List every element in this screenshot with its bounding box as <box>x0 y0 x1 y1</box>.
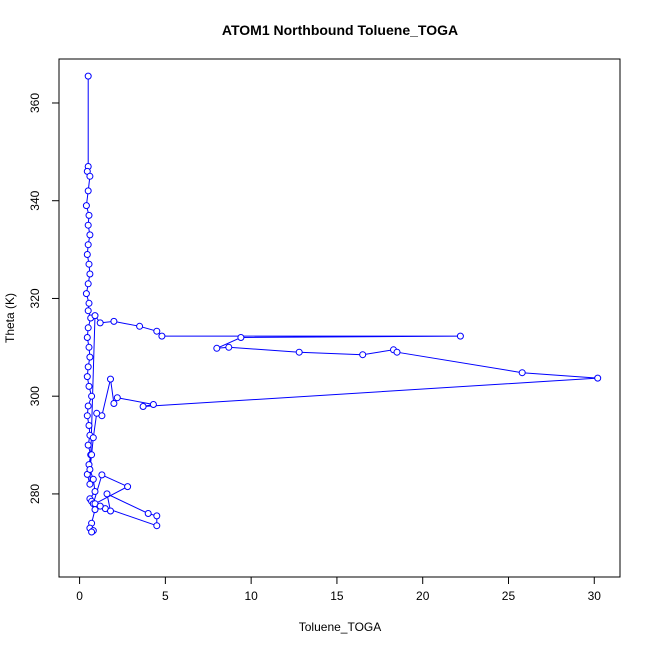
data-point <box>139 403 147 410</box>
data-point <box>113 394 121 402</box>
data-point <box>85 343 93 351</box>
y-tick-label: 340 <box>28 190 42 210</box>
data-point <box>124 483 132 491</box>
data-point <box>85 382 93 390</box>
data-point <box>83 334 91 341</box>
data-point <box>153 522 161 530</box>
x-tick-label: 15 <box>330 589 344 603</box>
data-point <box>84 241 92 249</box>
data-point <box>456 332 464 340</box>
x-tick-label: 30 <box>588 589 602 603</box>
data-point <box>237 334 245 341</box>
data-point <box>84 187 92 195</box>
data-point <box>107 507 114 515</box>
y-tick-label: 300 <box>28 386 42 406</box>
data-point <box>89 434 97 442</box>
data-point <box>295 348 303 356</box>
data-point <box>85 260 93 268</box>
data-point <box>84 280 92 288</box>
data-point <box>86 480 94 488</box>
x-axis: 0 5 10 15 20 25 30 <box>76 576 602 603</box>
data-point <box>93 409 101 417</box>
data-point <box>83 412 91 420</box>
data-point <box>86 353 94 361</box>
data-point <box>89 475 97 483</box>
data-point <box>83 373 91 381</box>
data-point <box>91 488 99 495</box>
data-point <box>393 348 401 356</box>
data-point <box>84 221 92 229</box>
chart-title: ATOM1 Northbound Toluene_TOGA <box>222 22 458 38</box>
data-point <box>103 490 111 498</box>
data-point <box>213 344 221 352</box>
x-tick-label: 5 <box>162 589 169 603</box>
data-point <box>359 351 367 359</box>
x-tick-label: 10 <box>244 589 258 603</box>
data-point <box>136 322 144 330</box>
x-axis-label: Toluene_TOGA <box>299 620 382 634</box>
data-point <box>594 374 602 382</box>
data-point <box>88 528 96 536</box>
data-point <box>518 369 526 377</box>
data-point <box>110 400 118 407</box>
data-point <box>144 510 152 517</box>
data-point <box>88 451 96 459</box>
data-point <box>84 307 92 315</box>
data-point <box>85 422 93 429</box>
data-point <box>98 471 106 479</box>
data-point <box>149 401 157 408</box>
data-point <box>84 363 92 371</box>
data-point <box>153 512 161 520</box>
data-point <box>86 172 94 180</box>
data-point <box>86 270 94 278</box>
data-point <box>88 392 96 400</box>
data-point <box>82 290 90 298</box>
data-point <box>84 402 92 410</box>
data-point <box>225 343 233 351</box>
data-point <box>86 466 94 473</box>
x-tick-label: 25 <box>502 589 516 603</box>
data-point <box>84 72 92 80</box>
data-point <box>84 324 92 332</box>
y-axis-label: Theta (K) <box>3 293 17 343</box>
data-point <box>85 211 93 219</box>
data-point <box>107 375 114 383</box>
data-point <box>158 332 166 340</box>
data-point <box>96 319 104 327</box>
y-tick-label: 360 <box>28 93 42 113</box>
x-tick-label: 20 <box>416 589 430 603</box>
data-point <box>96 502 104 510</box>
series-layer <box>82 72 602 536</box>
data-point <box>85 299 93 307</box>
data-point <box>91 506 99 514</box>
data-point <box>86 231 94 239</box>
data-point <box>82 202 90 210</box>
y-tick-label: 320 <box>28 288 42 308</box>
y-tick-label: 280 <box>28 484 42 504</box>
data-point <box>110 317 118 325</box>
x-tick-label: 0 <box>76 589 83 603</box>
y-axis: 280 300 320 340 360 <box>28 93 60 504</box>
data-point <box>83 251 91 258</box>
data-point <box>84 441 92 449</box>
data-point <box>153 327 161 335</box>
data-point <box>91 312 99 320</box>
